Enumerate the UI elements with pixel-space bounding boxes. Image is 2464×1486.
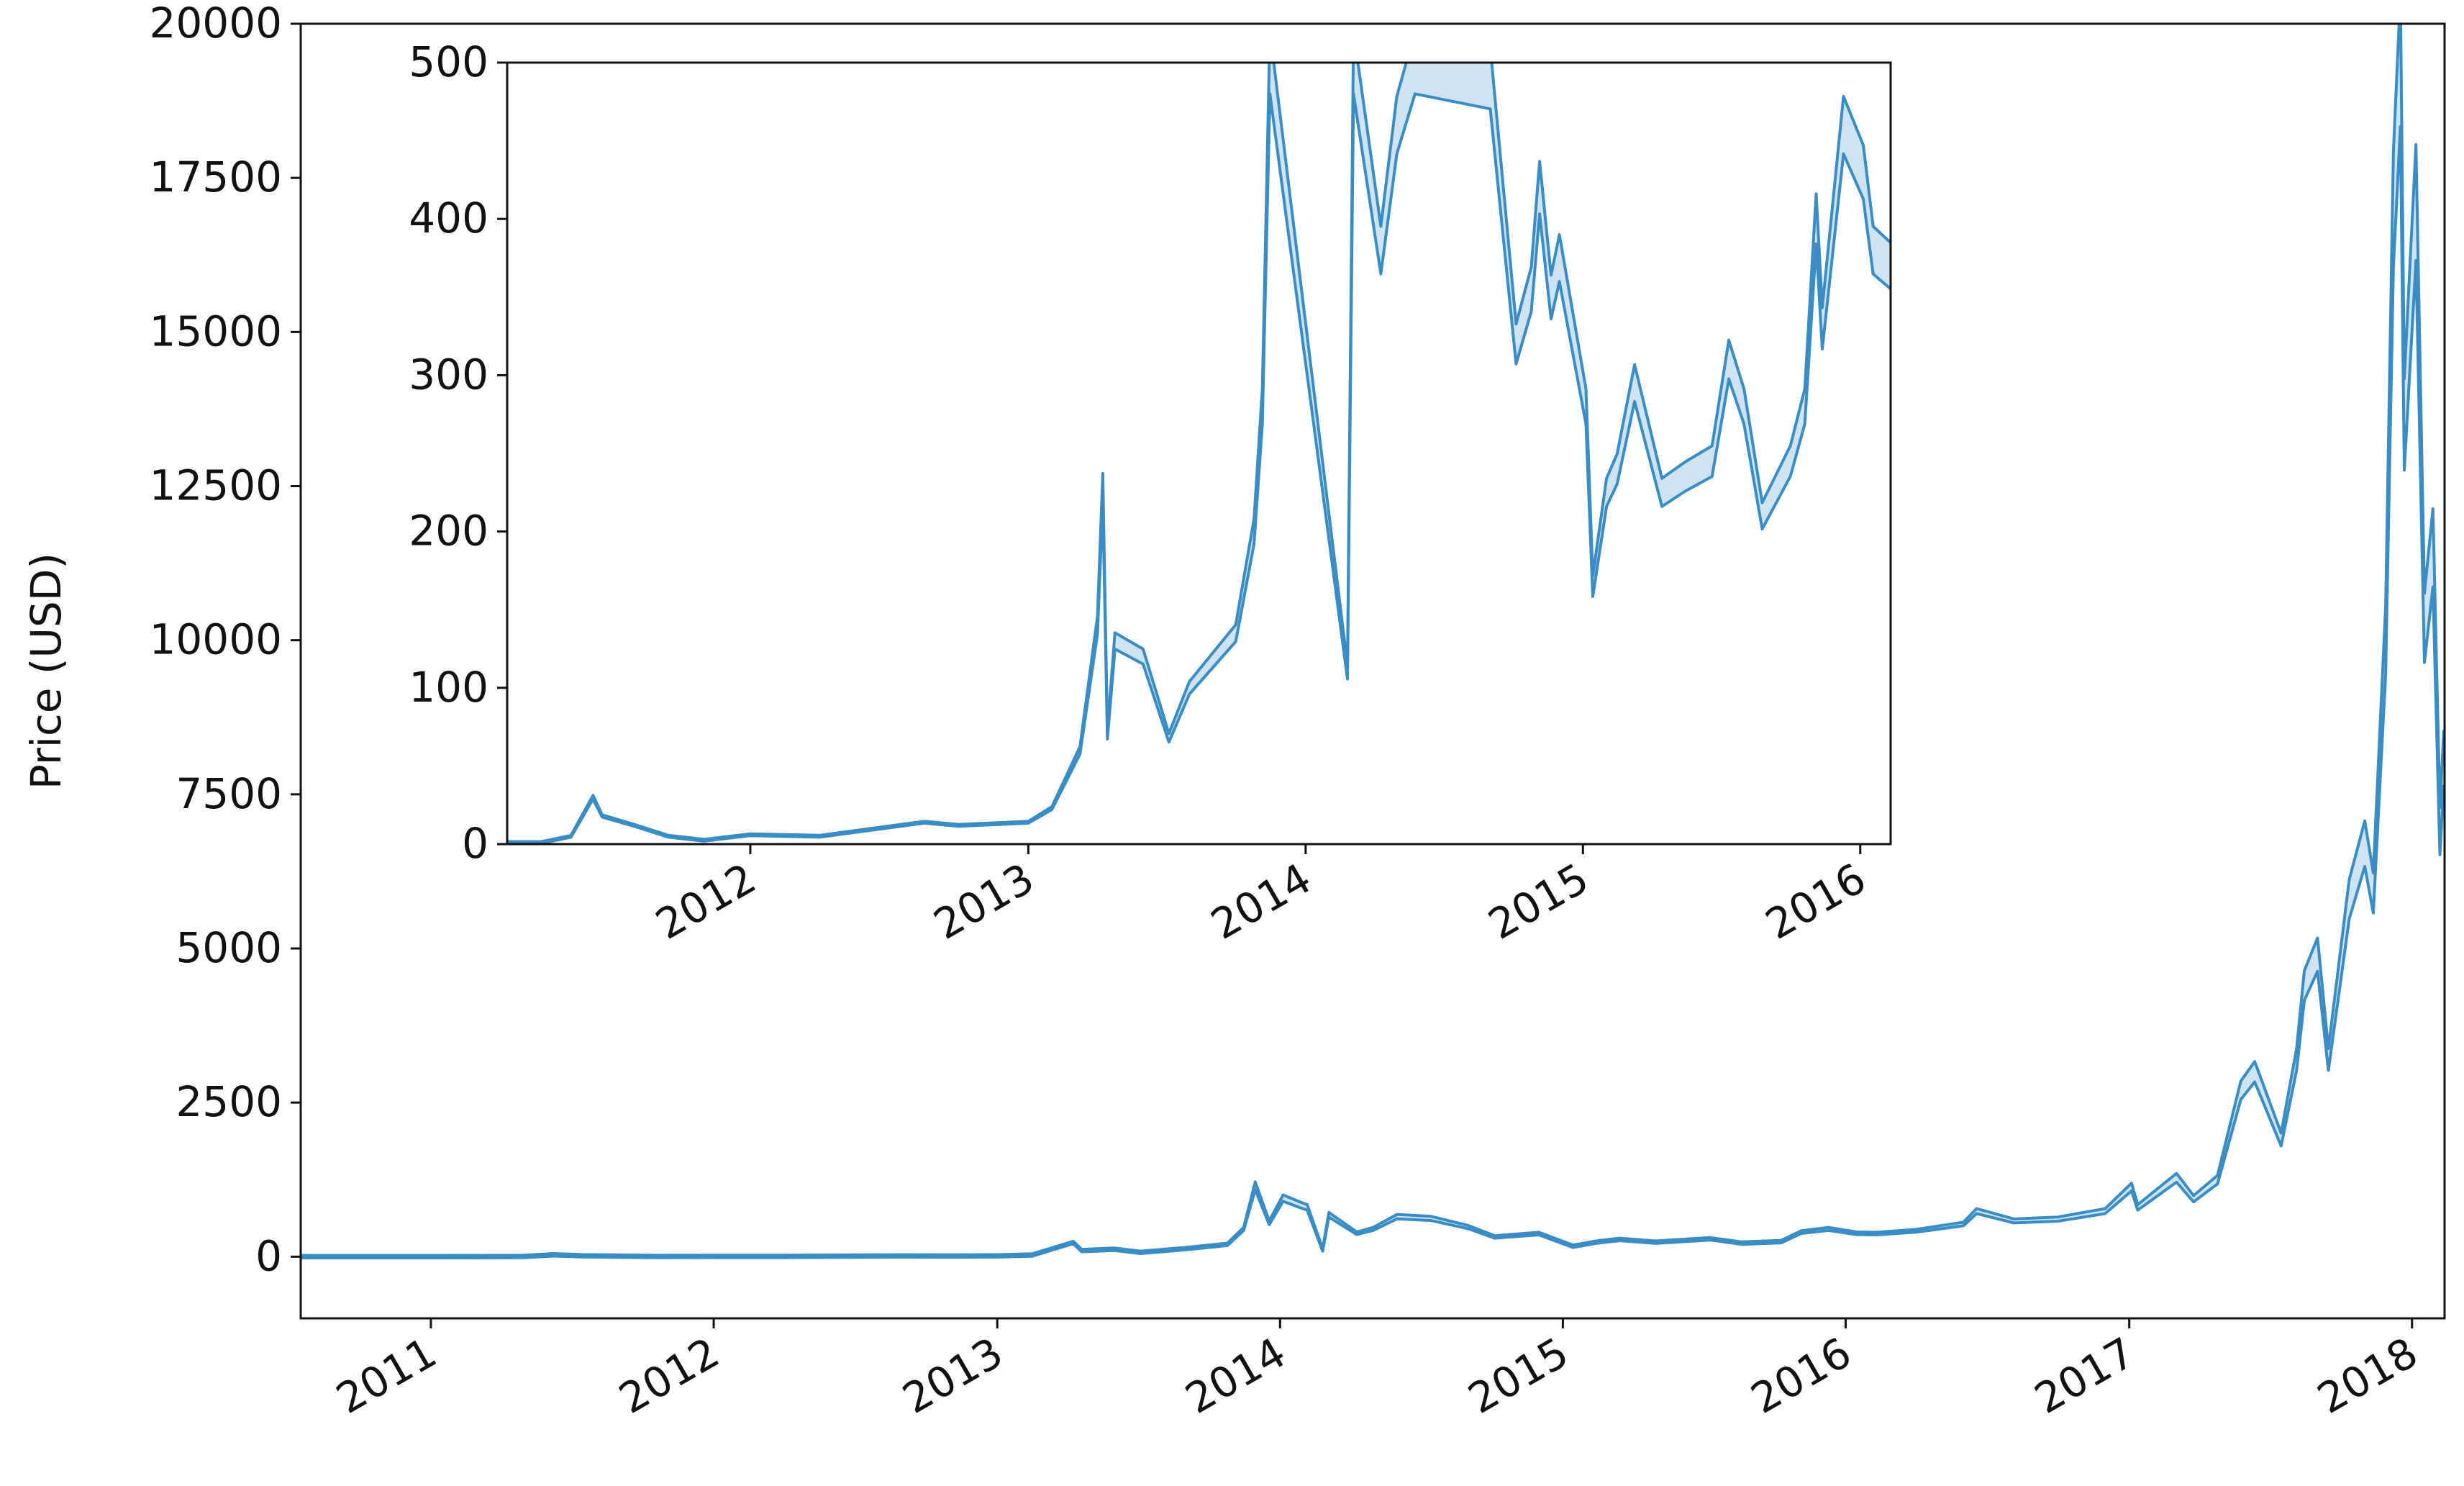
y-tick-label-0-4: 10000 (149, 615, 282, 664)
y-tick-label-0-6: 15000 (149, 307, 282, 355)
y-tick-label-0-2: 5000 (176, 923, 282, 972)
series-line-high-1-0 (507, 63, 1891, 843)
y-tick-label-1-2: 200 (409, 507, 488, 556)
y-tick-label-1-0: 0 (462, 819, 488, 868)
series-line-low-0-0 (301, 124, 2445, 1259)
axes-frame-0 (299, 22, 2446, 1320)
y-tick-label-0-5: 12500 (149, 461, 282, 510)
y-tick-label-0-0: 0 (255, 1231, 282, 1280)
y-tick-label-1-3: 300 (409, 350, 488, 399)
y-axis-label-0: Price (USD) (22, 553, 71, 789)
y-tick-label-0-3: 7500 (176, 769, 282, 818)
y-tick-label-1-5: 500 (409, 37, 488, 86)
series-line-high-0-0 (301, 24, 2445, 1257)
axes-frame-1 (506, 61, 1892, 846)
y-tick-label-1-4: 400 (409, 194, 488, 243)
plot-area-1 (507, 63, 1891, 844)
series-line-low-1-0 (507, 92, 1891, 844)
y-tick-label-0-7: 17500 (149, 153, 282, 201)
y-tick-label-0-8: 20000 (149, 0, 282, 47)
y-tick-label-0-1: 2500 (176, 1077, 282, 1126)
y-tick-label-1-1: 100 (409, 663, 488, 712)
series-band-0-0 (301, 24, 2444, 1258)
